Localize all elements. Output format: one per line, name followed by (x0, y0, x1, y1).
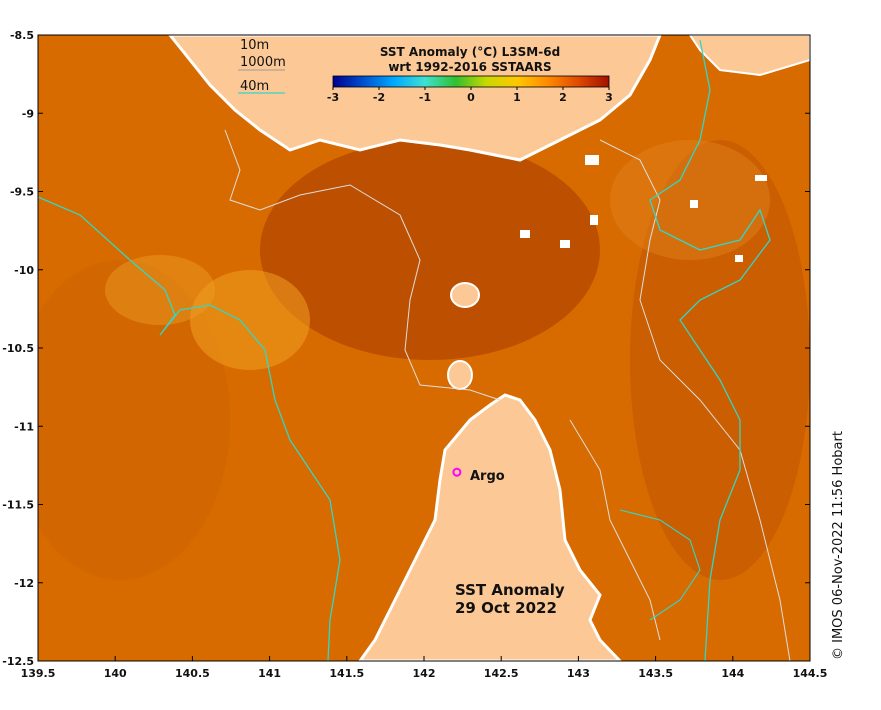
x-tick-label: 140.5 (175, 667, 210, 680)
x-tick-label: 144.5 (793, 667, 828, 680)
y-tick-label: -11 (14, 420, 34, 433)
contour-10m (569, 419, 661, 641)
x-tick-label: 139.5 (21, 667, 56, 680)
island (590, 215, 598, 225)
land-cape-york (358, 393, 623, 661)
argo-float-marker (452, 467, 462, 477)
land-northeast (688, 35, 810, 77)
colorbar-title-line1: SST Anomaly (°C) L3SM-6d (380, 45, 560, 59)
contour-10m (224, 129, 501, 401)
island (735, 255, 743, 262)
colorbar-bar (332, 75, 610, 88)
y-tick-label: -9 (22, 107, 34, 120)
island (520, 230, 530, 238)
colorbar: SST Anomaly (°C) L3SM-6d wrt 1992-2016 S… (327, 45, 613, 104)
cool-patch-west (105, 255, 215, 325)
credit-text: © IMOS 06-Nov-2022 11:56 Hobart (831, 431, 846, 660)
x-tick-label: 142.5 (484, 667, 519, 680)
colorbar-tick-label: 3 (605, 91, 613, 104)
colorbar-title-line2: wrt 1992-2016 SSTAARS (388, 60, 551, 74)
strong-anomaly-patch (260, 140, 600, 360)
legend-item-1000m: 1000m (240, 55, 286, 70)
x-tick-label: 143 (567, 667, 590, 680)
colorbar-ticks: -3 -2 -1 0 1 2 3 (327, 87, 613, 104)
argo-label: Argo (470, 469, 505, 484)
island (450, 282, 480, 308)
x-tick-label: 141 (258, 667, 281, 680)
island (690, 200, 698, 208)
colorbar-tick-label: -2 (373, 91, 385, 104)
cool-patch-gulf (190, 270, 310, 370)
land-new-guinea (168, 35, 662, 162)
colorbar-tick-label: 2 (559, 91, 567, 104)
x-tick-label: 142 (413, 667, 436, 680)
colorbar-tick-label: 1 (513, 91, 521, 104)
y-tick-label: -8.5 (10, 29, 34, 42)
y-tick-label: -12 (14, 577, 34, 590)
anomaly-patch-west (38, 260, 230, 580)
island (755, 175, 767, 181)
y-tick-label: -11.5 (2, 499, 34, 512)
y-tick-label: -9.5 (10, 186, 34, 199)
y-tick-label: -12.5 (2, 655, 34, 668)
colorbar-tick-label: -3 (327, 91, 339, 104)
contour-40m (649, 39, 771, 661)
annotation-title: SST Anomaly (455, 581, 565, 599)
x-axis: 139.5 140 140.5 141 141.5 142 142.5 143 143.5 144… (21, 656, 828, 680)
island (447, 360, 473, 390)
x-tick-label: 140 (104, 667, 127, 680)
legend-item-40m: 40m (240, 79, 269, 94)
contour-10m (599, 139, 791, 661)
y-tick-label: -10.5 (2, 342, 34, 355)
y-tick-label: -10 (14, 264, 34, 277)
annotation-date: 29 Oct 2022 (455, 599, 557, 617)
contour-legend: 10m 1000m 40m (238, 38, 286, 94)
x-tick-label: 141.5 (329, 667, 364, 680)
plot-area (38, 35, 810, 661)
x-tick-label: 143.5 (638, 667, 673, 680)
y-axis: -8.5-9-9.5-10-10.5-11-11.5-12-12.5 (2, 29, 810, 668)
contour-40m (38, 196, 341, 661)
island (585, 155, 599, 165)
x-tick-label: 144 (721, 667, 744, 680)
colorbar-tick-label: -1 (419, 91, 431, 104)
island (560, 240, 570, 248)
legend-item-10m: 10m (240, 38, 269, 53)
colorbar-tick-label: 0 (467, 91, 475, 104)
contour-40m (619, 509, 701, 621)
